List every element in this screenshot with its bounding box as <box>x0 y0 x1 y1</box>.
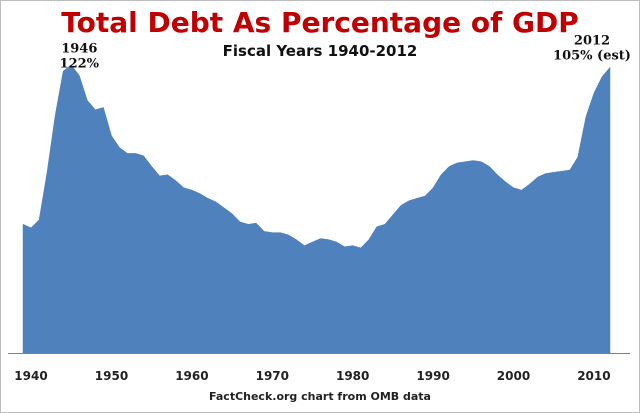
x-tick-label: 1970 <box>256 369 289 383</box>
chart-title: Total Debt As Percentage of GDP <box>61 6 579 39</box>
annotation-year-label: 1946 <box>61 42 97 57</box>
chart-subtitle: Fiscal Years 1940-2012 <box>222 42 418 60</box>
x-tick-label: 1960 <box>175 369 208 383</box>
annotation-value-label: 122% <box>60 57 100 72</box>
x-tick-label: 2010 <box>577 369 610 383</box>
area-layer <box>22 64 611 354</box>
x-tick-label: 1980 <box>336 369 369 383</box>
annotation-year-label: 2012 <box>574 33 610 48</box>
x-axis: 1940 1950 1960 1970 1980 1990 2000 2010 <box>8 353 630 383</box>
x-tick-label: 1940 <box>14 369 47 383</box>
debt-area-series <box>22 64 611 354</box>
annotation-value-label: 105% (est) <box>553 48 631 63</box>
chart-source: FactCheck.org chart from OMB data <box>209 390 431 403</box>
x-tick-label: 1950 <box>95 369 128 383</box>
x-tick-label: 1990 <box>416 369 449 383</box>
x-tick-label: 2000 <box>497 369 530 383</box>
